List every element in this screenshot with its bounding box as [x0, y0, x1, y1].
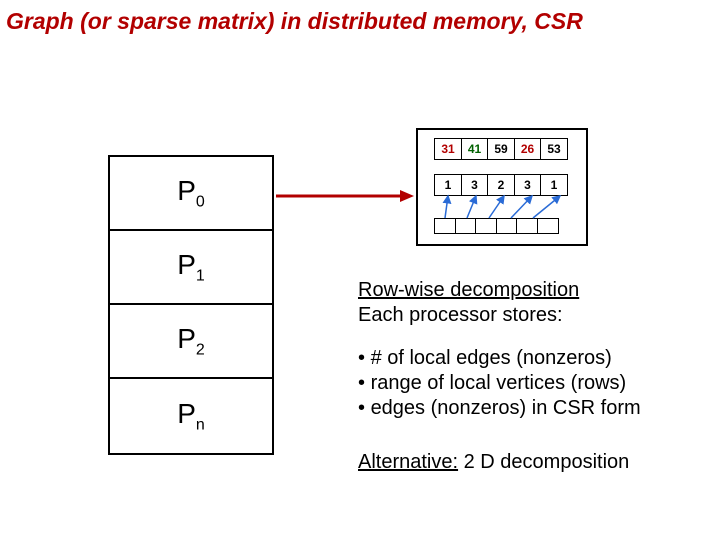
proc-label-0: P0 [177, 175, 205, 212]
proc-cell-1: P1 [110, 231, 272, 305]
proc-cell-2: P2 [110, 305, 272, 379]
csr-colidx-cell: 3 [514, 174, 542, 196]
csr-rowptr-cell [496, 218, 518, 234]
proc-label-2: P2 [177, 323, 205, 360]
csr-colidx-cell: 3 [461, 174, 489, 196]
csr-diagram: 3141592653 13231 [416, 128, 588, 246]
csr-rowptr-cell [434, 218, 456, 234]
title-main: Graph (or sparse matrix) in distributed … [6, 8, 534, 34]
bullets-block: # of local edges (nonzeros) range of loc… [358, 346, 641, 421]
csr-colidx-row: 13231 [434, 174, 567, 196]
csr-rowptr-cell [455, 218, 477, 234]
csr-rowptr-cell [537, 218, 559, 234]
alternative-line: Alternative: 2 D decomposition [358, 450, 629, 475]
csr-rowptr-cell [516, 218, 538, 234]
csr-colidx-cell: 2 [487, 174, 515, 196]
csr-rowptr-cell [475, 218, 497, 234]
alternative-text: 2 D decomposition [458, 451, 629, 473]
processor-table: P0 P1 P2 Pn [108, 155, 274, 455]
csr-colidx-cell: 1 [540, 174, 568, 196]
bullets-list: # of local edges (nonzeros) range of loc… [358, 346, 641, 421]
csr-rowptr-row [434, 218, 557, 234]
bullet-0: # of local edges (nonzeros) [358, 346, 641, 371]
csr-value-cell: 26 [514, 138, 542, 160]
csr-value-cell: 41 [461, 138, 489, 160]
csr-value-cell: 53 [540, 138, 568, 160]
decomposition-heading-block: Row-wise decomposition Each processor st… [358, 278, 579, 328]
proc-label-1: P1 [177, 249, 205, 286]
alternative-label: Alternative: [358, 451, 458, 473]
slide-title: Graph (or sparse matrix) in distributed … [6, 8, 583, 35]
proc-cell-n: Pn [110, 379, 272, 453]
bullet-1: range of local vertices (rows) [358, 371, 641, 396]
decomposition-heading: Row-wise decomposition [358, 278, 579, 303]
csr-value-cell: 31 [434, 138, 462, 160]
bullet-2: edges (nonzeros) in CSR form [358, 396, 641, 421]
csr-colidx-cell: 1 [434, 174, 462, 196]
proc-cell-0: P0 [110, 157, 272, 231]
title-csr: CSR [534, 8, 583, 34]
slide: Graph (or sparse matrix) in distributed … [0, 0, 720, 540]
arrow-p0-to-csr [276, 186, 416, 206]
csr-values-row: 3141592653 [434, 138, 567, 160]
proc-label-n: Pn [177, 398, 205, 435]
decomposition-subheading: Each processor stores: [358, 303, 579, 328]
csr-value-cell: 59 [487, 138, 515, 160]
